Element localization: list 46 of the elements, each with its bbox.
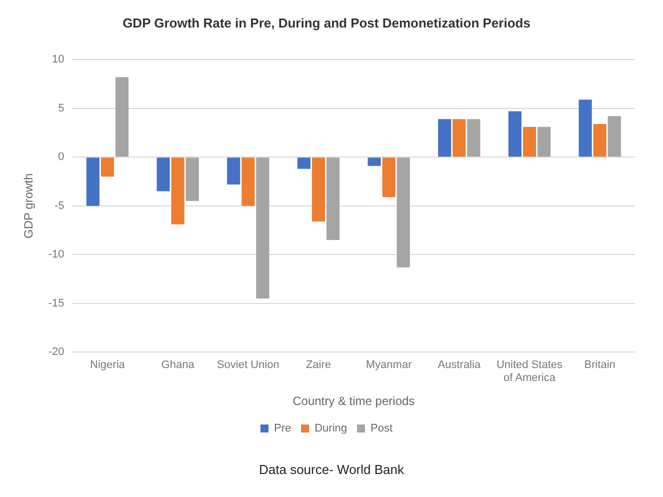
bar — [171, 158, 184, 224]
chart-title: GDP Growth Rate in Pre, During and Post Demonetization Periods — [122, 15, 530, 30]
y-tick-label: 5 — [58, 102, 64, 114]
x-tick-label: Nigeria — [90, 358, 126, 371]
bar — [86, 158, 100, 206]
bar — [156, 158, 170, 192]
bar — [227, 158, 240, 184]
bar — [382, 158, 396, 198]
bar — [438, 119, 452, 157]
bar — [100, 158, 114, 177]
bar — [326, 158, 340, 240]
bar — [115, 77, 129, 157]
legend-label: Post — [370, 422, 393, 435]
x-axis-title: Country & time periods — [292, 394, 415, 408]
bar — [368, 158, 381, 166]
x-tick-label: Soviet Union — [216, 358, 280, 371]
source-note: Data source- World Bank — [258, 462, 405, 477]
bar — [452, 119, 466, 157]
y-tick-label: -20 — [48, 346, 64, 358]
y-axis-title: GDP growth — [22, 173, 36, 238]
x-tick-label: Zaire — [306, 358, 332, 371]
bar — [396, 158, 410, 268]
x-tick-label: Britain — [584, 358, 616, 371]
y-tick-label: 0 — [58, 151, 64, 164]
y-tick-label: -10 — [48, 248, 64, 261]
legend-label: Pre — [274, 422, 292, 435]
y-tick-label: -15 — [48, 297, 64, 310]
bar — [256, 158, 270, 299]
x-tick-label: Myanmar — [366, 358, 412, 371]
x-tick-label: United States of America — [496, 358, 564, 384]
bar — [537, 126, 551, 157]
bar — [508, 111, 522, 157]
bar — [522, 126, 536, 157]
legend-label: During — [314, 422, 348, 435]
bar — [186, 158, 199, 202]
bar — [312, 158, 326, 222]
bar — [608, 116, 621, 157]
x-tick-label: Australia — [438, 358, 482, 371]
bar — [467, 119, 480, 157]
y-tick-label: -5 — [54, 200, 64, 212]
bar — [593, 124, 606, 157]
x-tick-label: Ghana — [161, 358, 196, 371]
bar — [242, 158, 255, 206]
bar — [578, 100, 592, 157]
bar — [297, 158, 310, 169]
y-tick-label: 10 — [52, 54, 64, 66]
